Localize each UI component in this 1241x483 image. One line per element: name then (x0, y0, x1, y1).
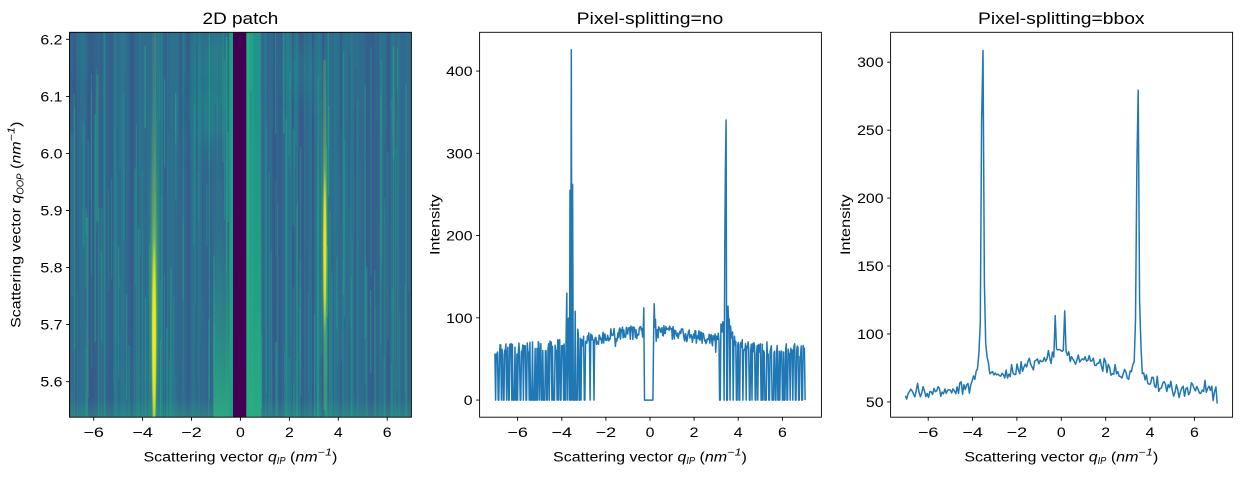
svg-text:q: q (1089, 448, 1098, 464)
svg-text:Scattering vector: Scattering vector (143, 448, 267, 464)
svg-text:200: 200 (857, 190, 884, 206)
svg-text:IP: IP (1098, 456, 1107, 467)
svg-text:0: 0 (236, 424, 245, 440)
svg-text:4: 4 (1146, 424, 1155, 440)
svg-text:): ) (332, 448, 337, 464)
svg-text:2D patch: 2D patch (203, 9, 279, 28)
svg-text:6: 6 (1190, 424, 1199, 440)
svg-text:200: 200 (446, 228, 473, 244)
svg-text:400: 400 (446, 63, 473, 79)
svg-text:−4: −4 (552, 424, 573, 440)
svg-text:4: 4 (734, 424, 743, 440)
svg-text:0: 0 (1057, 424, 1066, 440)
svg-text:q: q (268, 448, 277, 464)
svg-text:0: 0 (646, 424, 655, 440)
svg-text:50: 50 (866, 394, 884, 410)
svg-text:6: 6 (383, 424, 392, 440)
svg-text:−4: −4 (962, 424, 983, 440)
svg-text:): ) (742, 448, 747, 464)
svg-text:−1: −1 (7, 127, 18, 141)
svg-text:2: 2 (690, 424, 699, 440)
svg-text:(: ( (1106, 448, 1116, 464)
svg-text:5.8: 5.8 (40, 260, 62, 276)
svg-text:IP: IP (686, 456, 695, 467)
svg-text:): ) (1153, 448, 1158, 464)
svg-text:5.9: 5.9 (40, 203, 62, 219)
svg-text:−6: −6 (83, 424, 104, 440)
svg-text:nm: nm (8, 141, 24, 163)
svg-text:−4: −4 (132, 424, 153, 440)
svg-text:−2: −2 (1007, 424, 1028, 440)
svg-text:5.6: 5.6 (40, 374, 62, 390)
svg-text:Scattering vector: Scattering vector (553, 448, 677, 464)
svg-text:q: q (678, 448, 687, 464)
svg-text:4: 4 (334, 424, 343, 440)
svg-text:Intensity: Intensity (837, 194, 853, 255)
svg-text:nm: nm (1116, 448, 1138, 464)
svg-text:−1: −1 (318, 448, 332, 459)
svg-text:−6: −6 (918, 424, 939, 440)
svg-text:6.0: 6.0 (40, 145, 62, 161)
svg-text:Scattering vector: Scattering vector (8, 203, 24, 327)
svg-text:0: 0 (464, 392, 473, 408)
svg-text:300: 300 (446, 145, 473, 161)
svg-text:100: 100 (857, 326, 884, 342)
svg-text:Pixel-splitting=bbox: Pixel-splitting=bbox (978, 9, 1145, 28)
svg-text:2: 2 (1101, 424, 1110, 440)
svg-text:150: 150 (857, 258, 884, 274)
svg-text:100: 100 (446, 310, 473, 326)
svg-text:6: 6 (778, 424, 787, 440)
svg-text:(: ( (286, 448, 296, 464)
svg-text:OOP: OOP (15, 173, 26, 195)
svg-text:q: q (8, 194, 24, 203)
svg-text:250: 250 (857, 122, 884, 138)
svg-text:6.1: 6.1 (40, 88, 62, 104)
svg-text:(: ( (8, 163, 24, 173)
svg-text:nm: nm (295, 448, 317, 464)
svg-text:2: 2 (285, 424, 294, 440)
svg-text:): ) (8, 122, 24, 127)
svg-text:nm: nm (705, 448, 727, 464)
svg-text:−2: −2 (181, 424, 202, 440)
svg-text:IP: IP (277, 456, 286, 467)
svg-text:−1: −1 (727, 448, 741, 459)
svg-text:Intensity: Intensity (427, 194, 443, 255)
svg-text:5.7: 5.7 (40, 317, 62, 333)
svg-text:−6: −6 (507, 424, 528, 440)
svg-text:Scattering vector: Scattering vector (964, 448, 1088, 464)
svg-text:6.2: 6.2 (40, 31, 62, 47)
svg-text:(: ( (695, 448, 705, 464)
svg-text:−2: −2 (596, 424, 617, 440)
svg-text:300: 300 (857, 54, 884, 70)
svg-text:Pixel-splitting=no: Pixel-splitting=no (577, 9, 724, 28)
svg-text:−1: −1 (1139, 448, 1153, 459)
